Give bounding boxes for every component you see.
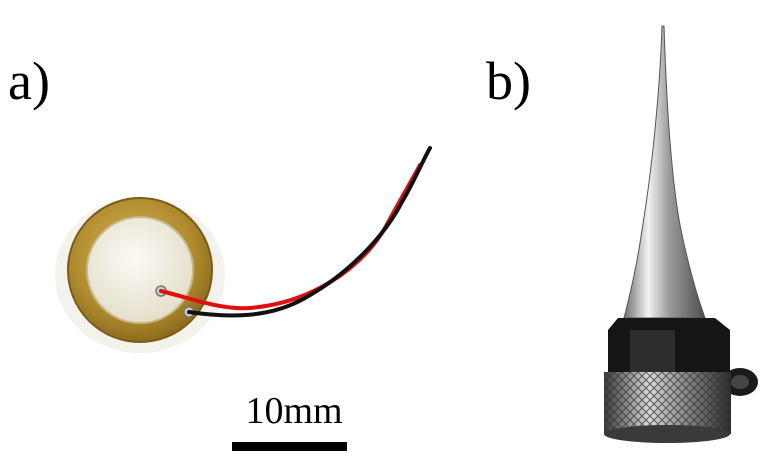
panel-a-label: a) xyxy=(8,51,50,111)
piezo-disc-icon xyxy=(55,146,432,353)
scale-bar xyxy=(232,442,347,451)
probe-photo xyxy=(590,0,775,452)
scale-bar-label: 10mm xyxy=(245,390,343,432)
probe-icon xyxy=(604,25,758,443)
piezo-disc-photo xyxy=(40,120,470,400)
panel-b-label: b) xyxy=(486,51,531,111)
